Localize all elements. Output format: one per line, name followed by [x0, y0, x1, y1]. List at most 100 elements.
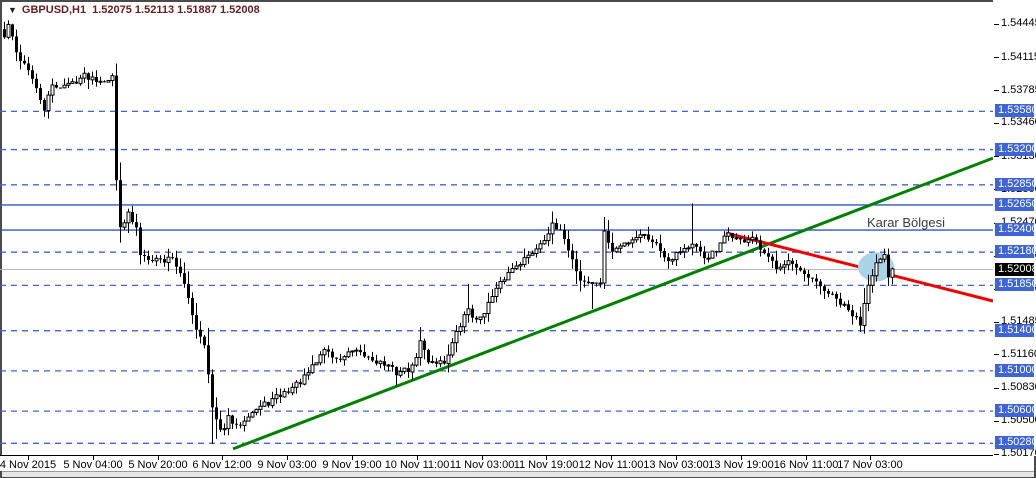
candle — [203, 335, 206, 349]
price-axis-tick — [994, 421, 999, 422]
candle — [546, 226, 551, 247]
candle — [782, 260, 787, 274]
candle — [607, 220, 610, 249]
candle — [282, 388, 287, 398]
candle — [139, 222, 142, 265]
candle — [191, 292, 194, 324]
candle — [878, 257, 883, 264]
candle — [423, 338, 426, 360]
candle — [410, 362, 415, 381]
candle — [710, 250, 715, 259]
candle — [15, 29, 18, 62]
price-axis[interactable]: 1.544451.541151.537851.534601.531301.528… — [993, 0, 1036, 459]
candle — [819, 279, 822, 295]
candle — [622, 242, 627, 248]
time-axis-tick-label: 16 Nov 11:00 — [773, 459, 839, 471]
decision-zone-annotation[interactable]: Karar Bölgesi — [867, 215, 945, 230]
candle — [786, 253, 791, 271]
price-axis-tick — [994, 454, 999, 455]
candle — [575, 250, 578, 285]
candle — [395, 366, 398, 386]
candle — [590, 282, 595, 310]
time-axis-tick-label: 9 Nov 19:00 — [322, 459, 382, 471]
price-axis-tick-label: 1.50830 — [1001, 381, 1036, 393]
candle — [611, 232, 614, 259]
candles-layer — [3, 20, 895, 444]
candle — [427, 348, 430, 365]
candle — [246, 412, 251, 422]
candle — [294, 379, 299, 394]
candle — [746, 235, 751, 247]
candle — [302, 368, 307, 386]
candle — [242, 416, 247, 432]
candle — [163, 254, 166, 267]
price-axis-tick-label: 1.53460 — [1001, 116, 1036, 128]
price-chart-plot[interactable]: Karar Bölgesi — [0, 0, 994, 457]
candle — [407, 362, 410, 378]
candle — [722, 231, 727, 244]
candle — [82, 67, 87, 83]
symbol-dropdown-icon[interactable]: ▼ — [8, 5, 17, 15]
level-price-label: 1.50280 — [995, 436, 1036, 449]
candle — [43, 98, 46, 117]
candle — [595, 282, 598, 287]
candle — [827, 288, 830, 298]
price-axis-tick-label: 1.54445 — [1001, 17, 1036, 29]
candle — [59, 87, 62, 89]
candle — [414, 352, 419, 367]
candle — [571, 243, 574, 269]
candle — [518, 262, 523, 271]
candle — [630, 237, 635, 248]
candle — [314, 362, 319, 366]
candle — [398, 367, 403, 378]
time-axis-tick — [417, 456, 418, 460]
candle — [659, 234, 662, 258]
uptrend-support-line[interactable] — [232, 156, 994, 451]
candle — [502, 276, 507, 285]
candle — [450, 338, 455, 358]
candle — [506, 266, 511, 281]
candle — [563, 224, 566, 245]
candle — [454, 324, 459, 353]
candle — [19, 44, 22, 70]
level-price-label: 1.52650 — [995, 198, 1036, 211]
time-axis-tick — [222, 456, 223, 460]
candle — [322, 347, 327, 364]
candle — [250, 411, 255, 418]
candle — [726, 227, 731, 241]
trendlines-layer[interactable] — [232, 156, 994, 451]
time-axis-tick — [676, 456, 677, 460]
time-axis[interactable]: 4 Nov 2015 5 Nov 04:00 5 Nov 20:00 6 Nov 12… — [0, 456, 993, 471]
candle — [27, 56, 30, 76]
candle — [46, 91, 51, 119]
candle — [522, 248, 527, 268]
time-axis-tick — [93, 456, 94, 460]
candle — [226, 408, 231, 436]
candle — [98, 76, 103, 86]
candle — [890, 267, 895, 285]
candle — [866, 274, 871, 312]
candle — [651, 235, 654, 249]
candle — [674, 251, 679, 267]
candle — [159, 255, 162, 264]
candle — [807, 270, 810, 286]
candle — [183, 262, 186, 288]
candle — [171, 252, 174, 260]
candle — [823, 284, 826, 299]
price-axis-tick — [994, 57, 999, 58]
time-axis-tick-label: 17 Nov 03:00 — [837, 459, 903, 471]
candle — [318, 351, 323, 366]
candle — [538, 239, 543, 253]
time-axis-tick — [482, 456, 483, 460]
candle — [222, 423, 227, 436]
candle — [755, 234, 758, 245]
time-axis-tick — [28, 456, 29, 460]
level-price-label: 1.50600 — [995, 404, 1036, 417]
candle — [367, 355, 370, 361]
candle — [119, 162, 122, 243]
candle — [831, 291, 834, 296]
level-price-label: 1.53580 — [995, 104, 1036, 117]
candle — [239, 422, 242, 429]
price-axis-tick — [994, 90, 999, 91]
candle — [642, 233, 647, 239]
